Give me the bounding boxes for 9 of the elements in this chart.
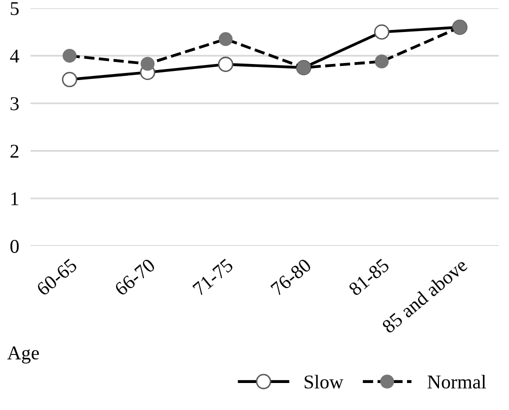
y-tick-label: 4 [10, 50, 20, 63]
y-tick-label: 5 [10, 2, 19, 16]
y-tick-label: 1 [11, 192, 18, 206]
x-axis-title: Age [7, 346, 39, 364]
y-tick-label: 0 [10, 240, 19, 253]
y-tick-label: 2 [10, 144, 18, 158]
legend-label: Slow [304, 374, 344, 389]
y-tick-label: 3 [10, 97, 19, 110]
legend-label: Normal [428, 374, 486, 389]
